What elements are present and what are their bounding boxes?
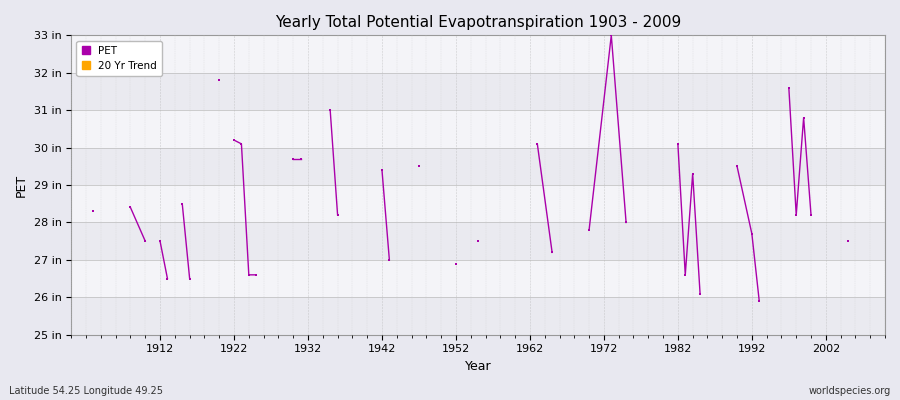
Bar xyxy=(71,222,885,260)
Legend: PET, 20 Yr Trend: PET, 20 Yr Trend xyxy=(76,40,162,76)
Bar xyxy=(71,110,885,148)
Text: worldspecies.org: worldspecies.org xyxy=(809,386,891,396)
Bar xyxy=(71,73,885,110)
X-axis label: Year: Year xyxy=(464,360,491,373)
Bar xyxy=(71,35,885,73)
Bar xyxy=(71,260,885,297)
Bar xyxy=(71,185,885,222)
Bar xyxy=(71,297,885,335)
Text: Latitude 54.25 Longitude 49.25: Latitude 54.25 Longitude 49.25 xyxy=(9,386,163,396)
Title: Yearly Total Potential Evapotranspiration 1903 - 2009: Yearly Total Potential Evapotranspiratio… xyxy=(275,15,681,30)
Bar xyxy=(71,148,885,185)
Y-axis label: PET: PET xyxy=(15,174,28,196)
